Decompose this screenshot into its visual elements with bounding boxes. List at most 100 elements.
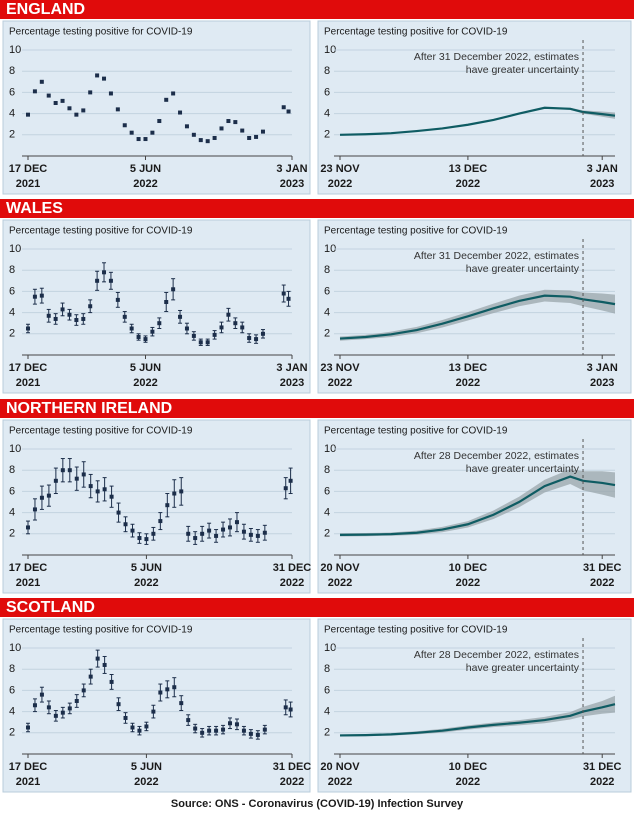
data-point [115,107,120,112]
x-tick-label: 3 JAN [276,163,307,175]
data-point [102,76,107,81]
x-tick-year: 2022 [328,577,352,589]
y-tick-label: 8 [9,464,15,476]
data-point [136,137,141,142]
y-tick-label: 2 [324,727,330,739]
data-point [60,468,65,473]
data-point [46,493,51,498]
x-tick-year: 2022 [590,577,614,589]
data-point [150,130,155,135]
data-point [60,98,65,103]
y-tick-label: 4 [9,507,15,519]
data-point [234,520,239,525]
data-point [81,108,86,113]
data-point [143,137,148,142]
x-tick-year: 2021 [16,776,40,788]
x-tick-label: 13 DEC [449,362,488,374]
data-point [178,314,183,319]
y-tick-label: 8 [324,663,330,675]
data-point [81,688,86,693]
x-tick-label: 17 DEC [9,362,48,374]
x-tick-year: 2022 [280,577,304,589]
panel-subtitle: Percentage testing positive for COVID-19 [324,426,508,437]
y-tick-label: 10 [324,243,336,255]
section-title: NORTHERN IRELAND [6,400,172,417]
x-tick-year: 2022 [133,377,157,389]
x-tick-label: 20 NOV [320,562,360,574]
data-point [53,478,58,483]
data-point [247,336,252,341]
data-point [207,528,212,533]
y-tick-label: 2 [324,328,330,340]
x-tick-label: 31 DEC [583,761,622,773]
data-point [39,79,44,84]
data-point [60,307,65,312]
data-point [212,332,217,337]
y-tick-label: 4 [324,507,330,519]
data-point [283,705,288,710]
y-tick-label: 8 [324,65,330,77]
y-tick-label: 10 [9,642,21,654]
data-point [74,318,79,323]
data-point [60,710,65,715]
section-header-bar [0,399,634,418]
data-point [281,105,286,110]
data-point [95,73,100,78]
y-tick-label: 10 [324,443,336,455]
panel-subtitle: Percentage testing positive for COVID-19 [324,625,508,636]
y-tick-label: 6 [324,684,330,696]
data-point [191,333,196,338]
data-point [144,537,149,542]
annotation: have greater uncertainty [466,263,580,275]
data-point [26,725,30,730]
data-point [88,674,93,679]
source: Source: ONS - Coronavirus (COVID-19) Inf… [171,798,464,810]
x-tick-year: 2022 [134,776,158,788]
x-tick-label: 31 DEC [583,562,622,574]
panel-subtitle: Percentage testing positive for COVID-19 [9,226,193,237]
data-point [53,713,58,718]
data-point [123,522,128,527]
data-point [108,278,113,283]
data-point [186,718,191,723]
data-point [81,472,86,477]
data-point [226,119,231,124]
data-point [74,699,79,703]
y-tick-label: 6 [9,285,15,297]
data-point [109,494,114,499]
data-point [184,326,189,331]
section-header-bar [0,598,634,617]
y-tick-label: 2 [324,129,330,141]
data-point [255,533,260,538]
data-point [157,321,162,326]
section-title: ENGLAND [6,1,85,18]
data-point [198,138,203,143]
data-point [178,110,183,115]
data-point [74,112,79,117]
data-point [95,489,100,494]
data-point [157,119,162,124]
data-point [233,120,238,125]
data-point [205,340,210,345]
data-point [200,531,205,536]
data-point [116,510,121,515]
data-point [240,128,245,133]
y-tick-label: 8 [9,65,15,77]
data-point [219,126,224,131]
data-point [171,91,176,96]
data-point [39,692,44,697]
x-tick-year: 2022 [133,178,157,190]
annotation: After 31 December 2022, estimates [414,51,579,63]
y-tick-label: 6 [324,485,330,497]
data-point [241,728,246,733]
data-point [95,278,100,283]
data-point [171,287,176,292]
x-tick-label: 17 DEC [9,562,48,574]
x-tick-label: 5 JUN [131,761,162,773]
data-point [158,690,163,695]
y-tick-label: 6 [9,86,15,98]
data-point [39,495,44,500]
data-point [130,725,135,730]
section-header-bar [0,0,634,19]
